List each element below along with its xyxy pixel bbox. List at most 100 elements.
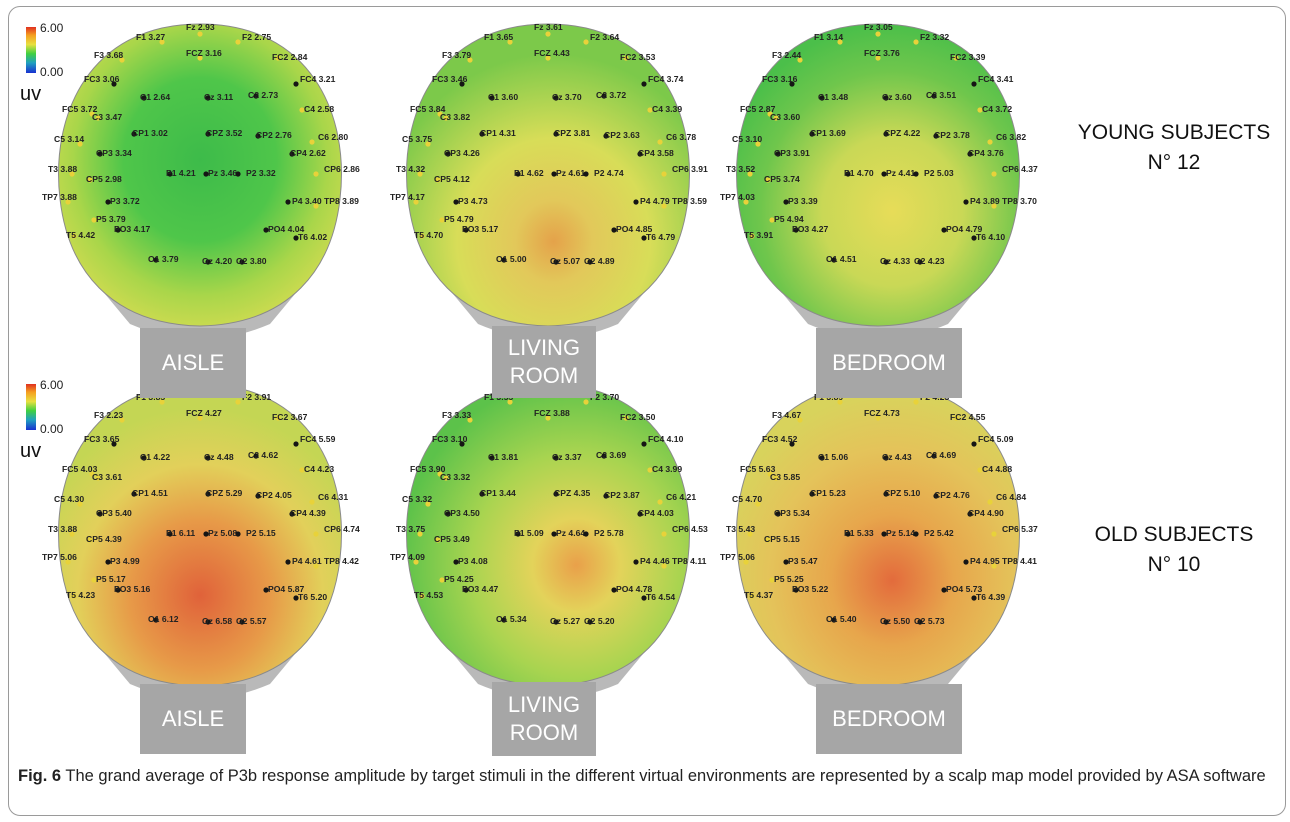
electrode-dot <box>289 511 295 517</box>
electrode-label: CP4 4.90 <box>968 508 1004 518</box>
electrode-dot <box>611 227 617 233</box>
electrode-dot <box>293 235 299 241</box>
electrode-label: FC3 3.65 <box>84 434 120 444</box>
electrode-label: T3 3.88 <box>48 164 77 174</box>
electrode-label: CP5 3.74 <box>764 174 800 184</box>
electrode-label: FCZ 4.27 <box>186 408 222 418</box>
electrode-dot <box>205 131 211 137</box>
electrode-label: P1 4.70 <box>844 168 874 178</box>
electrode-label: FC2 3.53 <box>620 52 656 62</box>
electrode-dot <box>197 415 203 421</box>
electrode-label: CP3 3.91 <box>774 148 810 158</box>
scalp-map: Fz 3.61 F1 3.65 F2 3.64 F3 3.79 FC2 3.53 FCZ … <box>390 22 708 339</box>
electrode-label: C1 3.81 <box>488 452 518 462</box>
electrode-label: PO3 4.17 <box>114 224 151 234</box>
electrode-dot <box>507 399 513 405</box>
electrode-dot <box>545 55 551 61</box>
electrode-dot <box>111 81 117 87</box>
electrode-dot <box>641 595 647 601</box>
electrode-dot <box>445 151 451 157</box>
electrode-label: C3 3.61 <box>92 472 122 482</box>
electrode-dot <box>419 593 425 599</box>
electrode-label: P4 4.61 <box>292 556 322 566</box>
electrode-label: Cz 4.43 <box>882 452 912 462</box>
electrode-dot <box>913 399 919 405</box>
electrode-label: CP1 4.51 <box>132 488 168 498</box>
electrode-label: F2 2.75 <box>242 32 271 42</box>
electrode-label: Oz 5.50 <box>880 616 910 626</box>
electrode-dot <box>255 133 261 139</box>
color-scale-bar <box>26 27 36 73</box>
electrode-dot <box>809 491 815 497</box>
electrode-label: FC3 3.16 <box>762 74 798 84</box>
electrode-label: CP2 4.05 <box>256 490 292 500</box>
electrode-label: C2 3.51 <box>926 90 956 100</box>
electrode-dot <box>797 57 803 63</box>
electrode-label: P3 4.99 <box>110 556 140 566</box>
electrode-label: O2 5.73 <box>914 616 945 626</box>
electrode-label: CP5 5.15 <box>764 534 800 544</box>
electrode-dot <box>661 203 667 209</box>
electrode-dot <box>583 531 589 537</box>
electrode-label: P5 3.79 <box>96 214 126 224</box>
electrode-label: F2 3.91 <box>242 392 271 402</box>
electrode-label: P2 5.15 <box>246 528 276 538</box>
electrode-label: FC5 3.84 <box>410 104 446 114</box>
electrode-label: P5 5.25 <box>774 574 804 584</box>
electrode-dot <box>933 493 939 499</box>
env-label-young-living: LIVING ROOM <box>492 326 596 398</box>
electrode-dot <box>463 587 469 593</box>
electrode-dot <box>773 115 779 121</box>
electrode-dot <box>881 171 887 177</box>
electrode-dot <box>313 171 319 177</box>
electrode-label: P4 4.46 <box>640 556 670 566</box>
electrode-dot <box>501 257 507 263</box>
electrode-label: TP8 4.42 <box>324 556 359 566</box>
electrode-label: TP8 3.59 <box>672 196 707 206</box>
electrode-dot <box>437 471 443 477</box>
electrode-label: F2 3.64 <box>590 32 619 42</box>
electrode-label: C6 4.21 <box>666 492 696 502</box>
electrode-dot <box>285 559 291 565</box>
electrode-label: Pz 4.64 <box>556 528 585 538</box>
electrode-dot <box>553 131 559 137</box>
env-label-young-bedroom: BEDROOM <box>816 328 962 398</box>
electrode-dot <box>77 141 83 147</box>
electrode-dot <box>963 199 969 205</box>
electrode-label: F3 2.23 <box>94 410 123 420</box>
electrode-dot <box>831 257 837 263</box>
electrode-dot <box>755 501 761 507</box>
electrode-label: C2 2.73 <box>248 90 278 100</box>
electrode-dot <box>501 617 507 623</box>
electrode-label: F1 3.14 <box>814 32 843 42</box>
electrode-dot <box>587 619 593 625</box>
electrode-dot <box>971 595 977 601</box>
electrode-dot <box>285 199 291 205</box>
electrode-dot <box>89 111 95 117</box>
electrode-dot <box>515 171 521 177</box>
electrode-label: O2 5.57 <box>236 616 267 626</box>
electrode-dot <box>931 453 937 459</box>
electrode-label: CP4 3.58 <box>638 148 674 158</box>
electrode-dot <box>205 455 211 461</box>
electrode-label: FCZ 3.76 <box>864 48 900 58</box>
electrode-dot <box>553 95 559 101</box>
electrode-dot <box>875 31 881 37</box>
electrode-dot <box>773 475 779 481</box>
electrode-label: PO4 5.73 <box>946 584 983 594</box>
env-label-line2: ROOM <box>509 720 579 745</box>
electrode-label: Cz 4.48 <box>204 452 234 462</box>
electrode-dot <box>87 537 93 543</box>
electrode-dot <box>917 619 923 625</box>
electrode-dot <box>69 171 75 177</box>
electrode-dot <box>489 95 495 101</box>
electrode-label: T3 3.75 <box>396 524 425 534</box>
electrode-label: CP5 3.49 <box>434 534 470 544</box>
electrode-dot <box>793 227 799 233</box>
electrode-dot <box>299 107 305 113</box>
electrode-label: TP8 3.70 <box>1002 196 1037 206</box>
env-label-line2: ROOM <box>509 363 579 388</box>
electrode-label: P2 3.32 <box>246 168 276 178</box>
electrode-label: PO3 5.17 <box>462 224 499 234</box>
electrode-label: T5 4.37 <box>744 590 773 600</box>
